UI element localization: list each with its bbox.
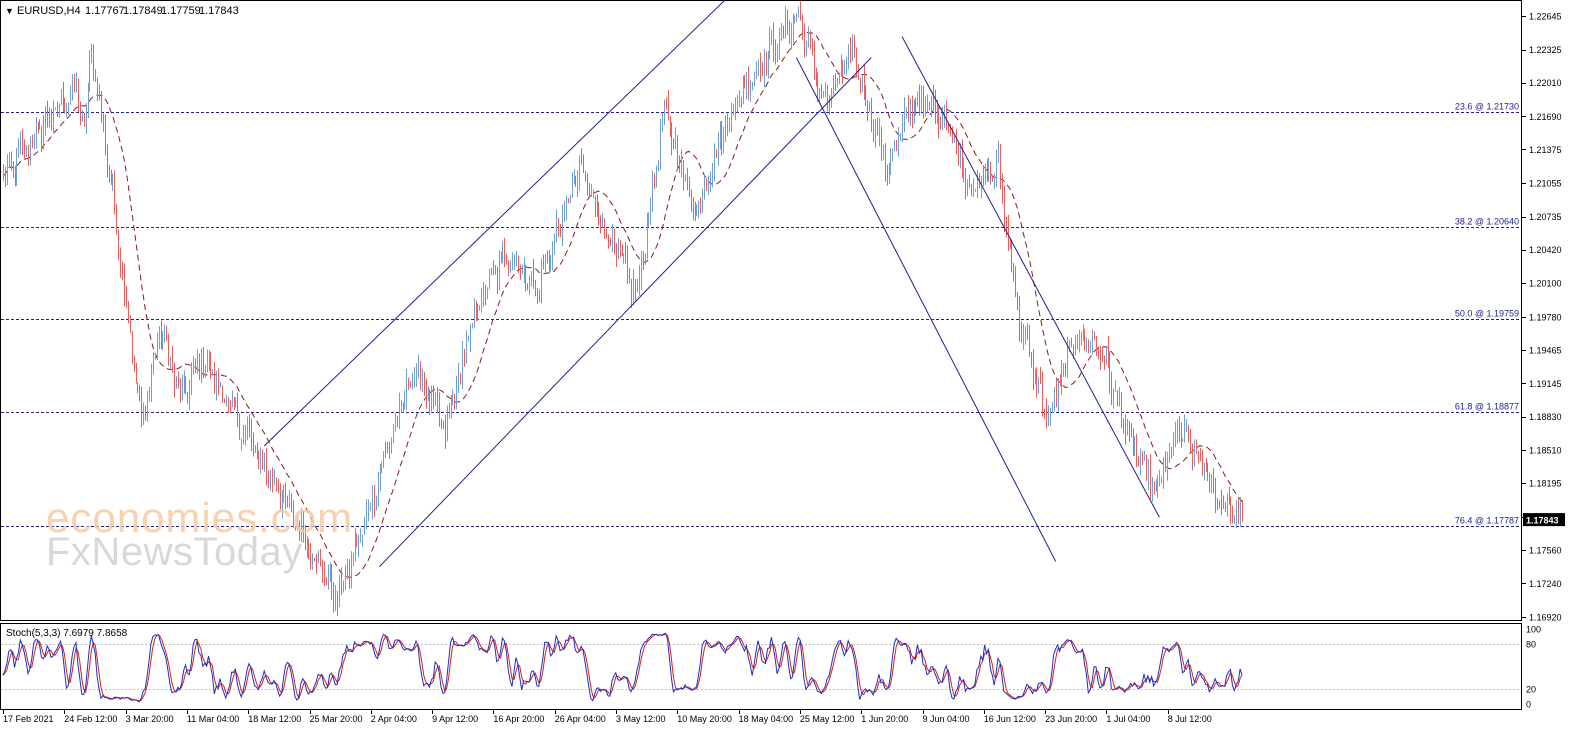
stoch-main-line: [2, 632, 1243, 703]
price-tick-label: 1.18195: [1529, 479, 1562, 489]
price-tick-label: 1.22645: [1529, 12, 1562, 22]
time-tick-label: 1 Jul 04:00: [1106, 714, 1150, 724]
time-tick-label: 23 Jun 20:00: [1045, 714, 1097, 724]
time-tick-label: 3 May 12:00: [616, 714, 666, 724]
price-tick-label: 1.18510: [1529, 446, 1562, 456]
falling-channel-upper: [901, 36, 1160, 518]
stoch-label: Stoch(5,3,3) 7.6979 7.8658: [6, 628, 128, 639]
current-price-label: 1.17843: [1526, 516, 1559, 526]
price-tick-label: 1.18830: [1529, 412, 1562, 422]
current-price-box: [1523, 513, 1565, 527]
ohlc-low: 1.17759: [161, 5, 201, 17]
stoch-tick-label: 80: [1526, 640, 1536, 650]
ohlc-high: 1.17849: [123, 5, 163, 17]
stoch-tick-label: 20: [1526, 685, 1536, 695]
time-tick-label: 16 Apr 20:00: [493, 714, 544, 724]
fib-level-label: 61.8 @ 1.18877: [1455, 402, 1519, 412]
rising-channel-lower: [379, 57, 872, 567]
time-tick-label: 10 May 20:00: [677, 714, 732, 724]
price-tick-label: 1.22010: [1529, 78, 1562, 88]
price-tick-label: 1.16920: [1529, 613, 1562, 623]
price-tick-label: 1.20100: [1529, 279, 1562, 289]
price-tick-label: 1.19780: [1529, 312, 1562, 322]
price-tick-label: 1.17240: [1529, 579, 1562, 589]
time-tick-label: 17 Feb 2021: [3, 714, 54, 724]
price-tick-label: 1.19145: [1529, 379, 1562, 389]
stoch-tick-label: 100: [1526, 625, 1541, 635]
symbol-label: EURUSD,H4: [17, 5, 81, 17]
ohlc-open: 1.17767: [85, 5, 125, 17]
price-tick-label: 1.22325: [1529, 45, 1562, 55]
price-tick-label: 1.17560: [1529, 545, 1562, 555]
moving-average-line: [2, 31, 1243, 578]
time-tick-label: 18 May 04:00: [739, 714, 794, 724]
ohlc-close: 1.17843: [199, 5, 239, 17]
time-tick-label: 25 Mar 20:00: [310, 714, 363, 724]
time-tick-label: 9 Jun 04:00: [923, 714, 970, 724]
fib-level-label: 76.4 @ 1.17787: [1455, 516, 1519, 526]
price-tick-label: 1.19465: [1529, 345, 1562, 355]
time-tick-label: 8 Jul 12:00: [1168, 714, 1212, 724]
stoch-tick-label: 0: [1526, 700, 1531, 710]
time-tick-label: 9 Apr 12:00: [432, 714, 478, 724]
time-tick-label: 25 May 12:00: [800, 714, 855, 724]
price-tick-label: 1.20735: [1529, 212, 1562, 222]
fib-level-label: 50.0 @ 1.19759: [1455, 309, 1519, 319]
rising-channel-upper: [263, 0, 726, 447]
price-tick-label: 1.21055: [1529, 178, 1562, 188]
time-tick-label: 18 Mar 12:00: [248, 714, 301, 724]
price-tick-label: 1.21690: [1529, 112, 1562, 122]
falling-channel-lower: [795, 57, 1057, 562]
time-tick-label: 26 Apr 04:00: [555, 714, 606, 724]
price-tick-label: 1.21375: [1529, 145, 1562, 155]
time-tick-label: 1 Jun 20:00: [861, 714, 908, 724]
time-tick-label: 3 Mar 20:00: [126, 714, 174, 724]
time-tick-label: 24 Feb 12:00: [64, 714, 117, 724]
time-tick-label: 11 Mar 04:00: [187, 714, 239, 724]
time-tick-label: 16 Jun 12:00: [984, 714, 1036, 724]
symbol-menu-arrow[interactable]: ▼: [5, 6, 14, 16]
fib-level-label: 38.2 @ 1.20640: [1455, 217, 1519, 227]
fib-level-label: 23.6 @ 1.21730: [1455, 102, 1519, 112]
time-tick-label: 2 Apr 04:00: [371, 714, 417, 724]
price-tick-label: 1.20420: [1529, 245, 1562, 255]
